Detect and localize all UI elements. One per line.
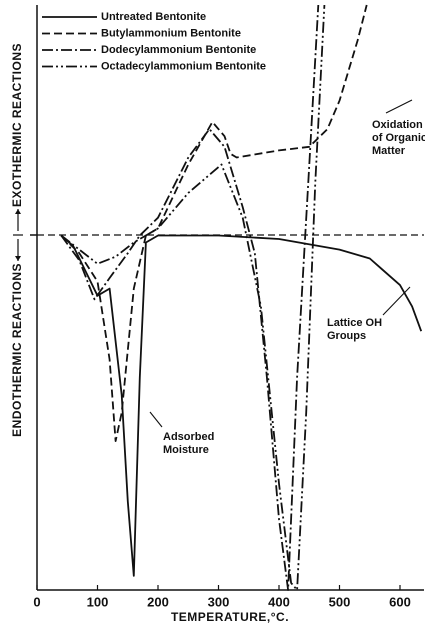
x-tick-label: 100: [87, 594, 109, 609]
legend-label: Butylammonium Bentonite: [101, 27, 241, 39]
annotation: Groups: [327, 330, 366, 342]
x-tick-label: 600: [389, 594, 411, 609]
legend-label: Untreated Bentonite: [101, 11, 206, 23]
legend-label: Octadecylammonium Bentonite: [101, 60, 266, 72]
y-label-low: ENDOTHERMIC REACTIONS: [10, 263, 24, 437]
annotation: Lattice OH: [327, 317, 382, 329]
y-label-group: ENDOTHERMIC REACTIONS EXOTHERMIC REACTIO…: [10, 43, 24, 437]
x-tick-label: 400: [268, 594, 290, 609]
x-tick-label: 300: [208, 594, 230, 609]
x-tick-label: 0: [33, 594, 40, 609]
arrow-head: [15, 209, 21, 214]
y-label-high: EXOTHERMIC REACTIONS: [10, 43, 24, 207]
annotation-leader: [149, 411, 163, 428]
series-line: [60, 4, 320, 591]
annotation-leader: [382, 286, 411, 316]
legend-label: Dodecylammonium Bentonite: [101, 44, 256, 56]
series-line: [60, 234, 423, 577]
annotation: of Organic: [372, 132, 425, 144]
annotation-leader: [385, 99, 413, 114]
annotation: Oxidation: [372, 119, 423, 131]
x-label: TEMPERATURE,°C.: [171, 610, 289, 624]
annotation: Matter: [372, 145, 406, 157]
annotation: Moisture: [163, 444, 209, 456]
series-line: [60, 4, 368, 442]
x-tick-label: 200: [147, 594, 169, 609]
series-line: [60, 4, 326, 591]
arrow-head: [15, 256, 21, 261]
x-tick-label: 500: [329, 594, 351, 609]
annotation: Adsorbed: [163, 431, 214, 443]
